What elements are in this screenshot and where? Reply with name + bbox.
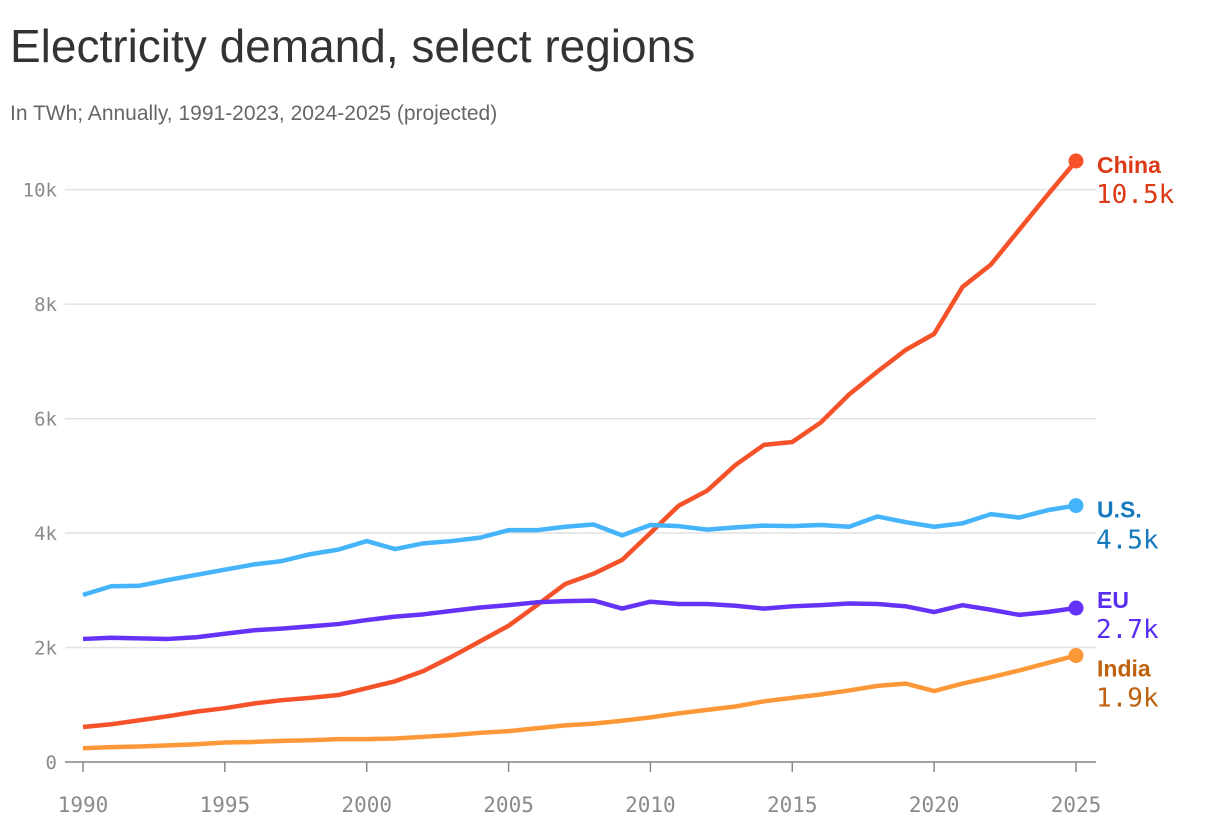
- x-tick-label: 2010: [625, 793, 676, 817]
- end-point: [1068, 498, 1084, 514]
- end-point: [1068, 648, 1084, 664]
- value-label: 2.7k: [1096, 615, 1159, 645]
- series-label: U.S.: [1097, 497, 1142, 523]
- chart-title: Electricity demand, select regions: [10, 20, 695, 72]
- y-tick-label: 6k: [34, 409, 57, 431]
- x-tick-label: 2025: [1051, 793, 1102, 817]
- x-tick-label: 2005: [483, 793, 534, 817]
- y-tick-label: 0: [46, 752, 57, 774]
- chart-subtitle: In TWh; Annually, 1991-2023, 2024-2025 (…: [10, 102, 497, 125]
- series-line: [82, 653, 1077, 751]
- value-label: 1.9k: [1096, 684, 1159, 714]
- value-label: 4.5k: [1096, 526, 1159, 556]
- series-label: India: [1097, 656, 1151, 682]
- y-tick-label: 2k: [34, 638, 57, 660]
- end-point: [1068, 600, 1084, 616]
- y-tick-label: 8k: [34, 294, 57, 316]
- series-line: [82, 503, 1077, 598]
- value-label: 10.5k: [1096, 180, 1175, 210]
- x-tick-label: 1995: [200, 793, 251, 817]
- x-tick-label: 1990: [58, 793, 109, 817]
- x-tick-label: 2000: [341, 793, 392, 817]
- x-tick-label: 2015: [767, 793, 818, 817]
- series-label: EU: [1097, 587, 1129, 613]
- x-tick-label: 2020: [909, 793, 960, 817]
- series-line: [82, 159, 1078, 730]
- series-label: China: [1097, 152, 1161, 178]
- y-tick-label: 10k: [23, 180, 58, 202]
- y-tick-label: 4k: [34, 523, 57, 545]
- end-point: [1068, 153, 1084, 169]
- series-line: [82, 598, 1077, 642]
